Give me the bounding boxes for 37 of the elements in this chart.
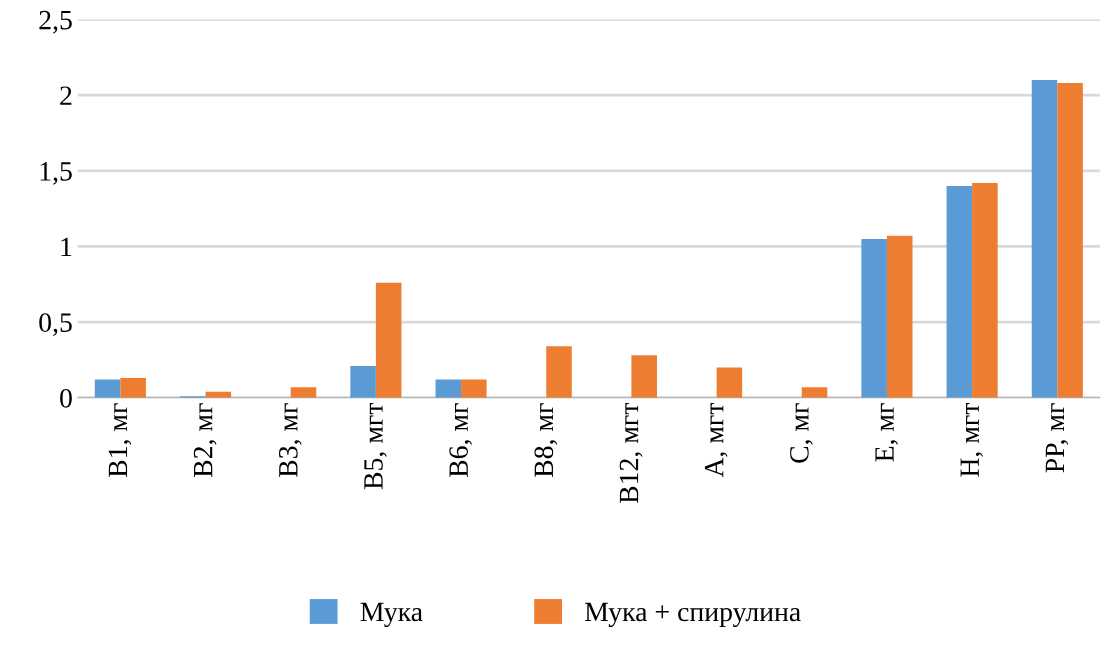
y-tick-label: 2 [60,86,72,105]
x-tick-label: H, мгт [960,402,984,477]
bar [861,238,887,398]
bar [546,346,572,398]
bar [435,379,462,398]
y-tick-label: 0 [60,388,72,408]
bar [94,379,121,398]
bar [716,367,743,398]
bar [1057,83,1083,398]
y-tick-label: 1,5 [40,162,72,185]
y-tick-label: 0,5 [39,313,72,336]
bar [120,378,146,398]
x-tick-label: B12, мгт [619,402,643,504]
x-tick-label: B2, мг [193,403,217,478]
x-tick-label: PP, мг [1045,403,1069,473]
bar [350,365,376,398]
bar [886,235,913,398]
bar [946,185,973,398]
bar [461,379,487,398]
x-tick-label: A, мгт [704,402,728,478]
x-tick-label: B1, мг [108,403,132,478]
x-tick-label: E, мг [875,403,898,462]
x-tick-label: B6, мг [449,403,473,478]
y-tick-label: 2,5 [39,10,72,34]
x-tick-label: B8, мг [534,403,558,478]
bar [375,282,402,398]
bar [972,182,998,398]
bar [290,387,317,398]
bar [1031,80,1058,398]
legend-label: Мука + спирулина [584,602,801,627]
bar [801,387,828,398]
x-tick-label: B3, мг [279,403,302,478]
y-tick-label: 1 [61,237,72,257]
x-tick-label: B5, мгт [364,402,387,490]
bar [631,355,657,398]
x-tick-label: C, мг [790,403,813,463]
legend-label: Мука [360,602,423,627]
